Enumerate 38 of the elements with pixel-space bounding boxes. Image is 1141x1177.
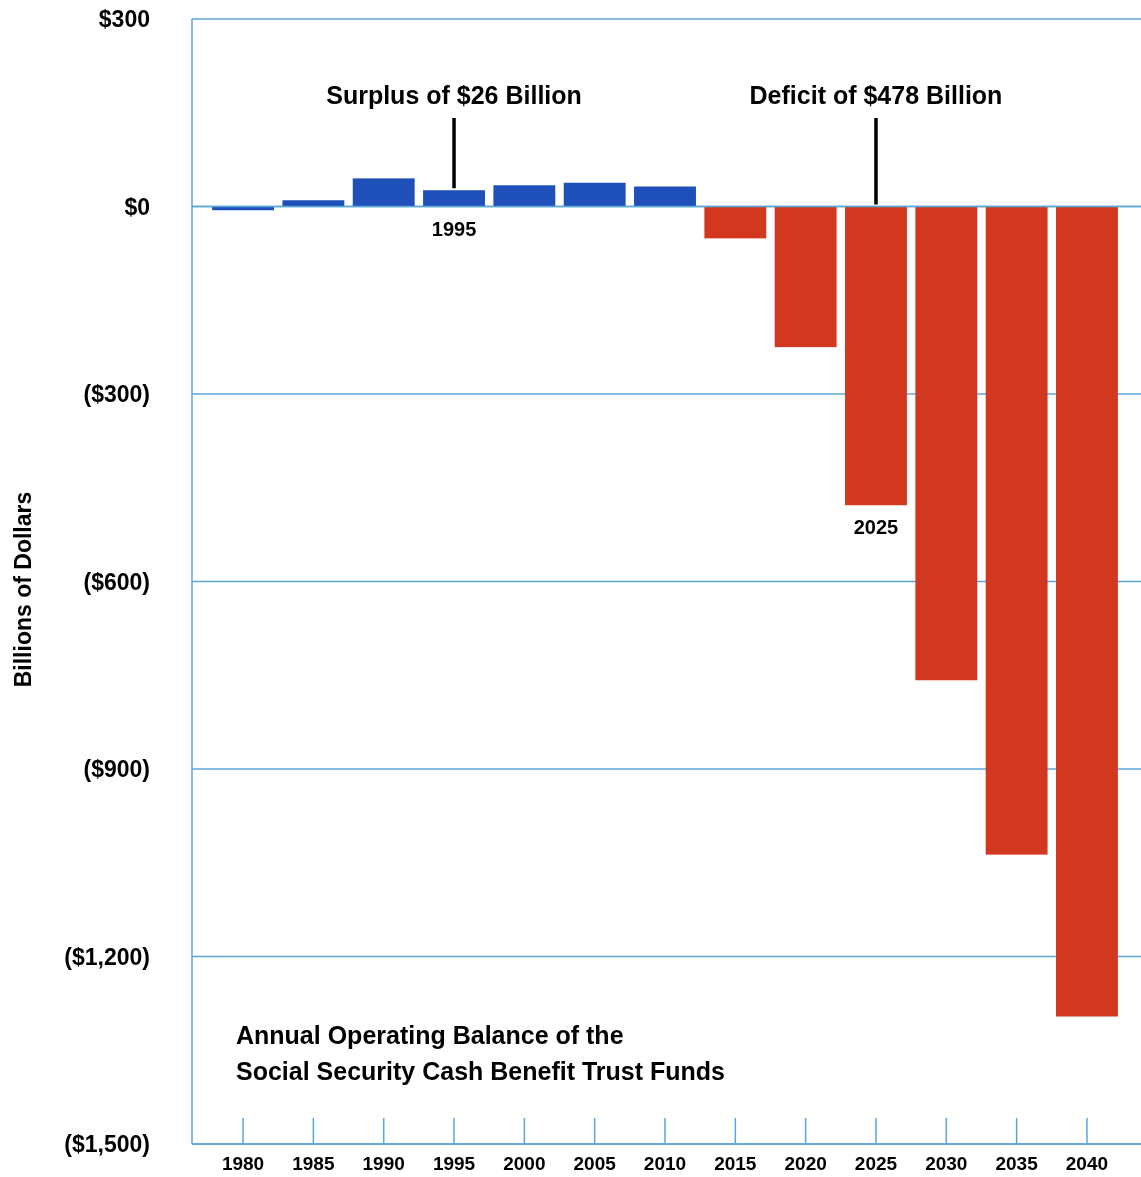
annotation: Surplus of $26 Billion bbox=[326, 81, 582, 109]
x-tick-label: 1990 bbox=[362, 1153, 405, 1174]
y-tick-label: ($900) bbox=[83, 756, 150, 783]
y-axis-title: Billions of Dollars bbox=[10, 491, 36, 688]
x-tick-label: 2025 bbox=[854, 1153, 898, 1174]
annotation: 1995 bbox=[431, 217, 477, 240]
text: Annual Operating Balance of the Social Security Cash Benefit Trust Funds bbox=[236, 1021, 726, 1085]
y-tick-label: $300 bbox=[98, 6, 150, 33]
bar bbox=[282, 200, 345, 207]
bar bbox=[704, 206, 767, 239]
y-tick-label: ($1,200) bbox=[64, 943, 150, 970]
bar bbox=[493, 185, 556, 207]
bar bbox=[774, 206, 837, 348]
bar bbox=[1056, 206, 1118, 1017]
x-tick-label: 2000 bbox=[503, 1153, 546, 1174]
y-tick-label: $0 bbox=[124, 193, 150, 220]
annotation: 2025 bbox=[853, 516, 899, 539]
bar bbox=[915, 206, 978, 681]
x-tick-label: 2035 bbox=[995, 1153, 1039, 1174]
x-tick-label: 2005 bbox=[573, 1153, 617, 1174]
annotation: Deficit of $478 Billion bbox=[749, 81, 1003, 109]
bar bbox=[985, 206, 1048, 855]
x-tick-label: 2040 bbox=[1065, 1153, 1109, 1174]
x-tick-label: 2020 bbox=[784, 1153, 827, 1174]
x-tick-label: 1980 bbox=[221, 1153, 265, 1174]
x-tick-label: 2030 bbox=[925, 1153, 968, 1174]
x-tick-label: 2010 bbox=[643, 1153, 687, 1174]
bar bbox=[423, 190, 485, 207]
x-tick-label: 2015 bbox=[714, 1153, 757, 1174]
y-tick-label: ($300) bbox=[83, 381, 150, 408]
y-tick-label: ($600) bbox=[83, 568, 150, 595]
bar bbox=[563, 182, 626, 207]
bar bbox=[845, 206, 907, 506]
y-tick-label: ($1,500) bbox=[64, 1131, 150, 1158]
bar bbox=[352, 178, 415, 207]
x-tick-label: 1995 bbox=[432, 1153, 476, 1174]
bar bbox=[634, 186, 696, 207]
x-tick-label: 1985 bbox=[292, 1153, 335, 1174]
